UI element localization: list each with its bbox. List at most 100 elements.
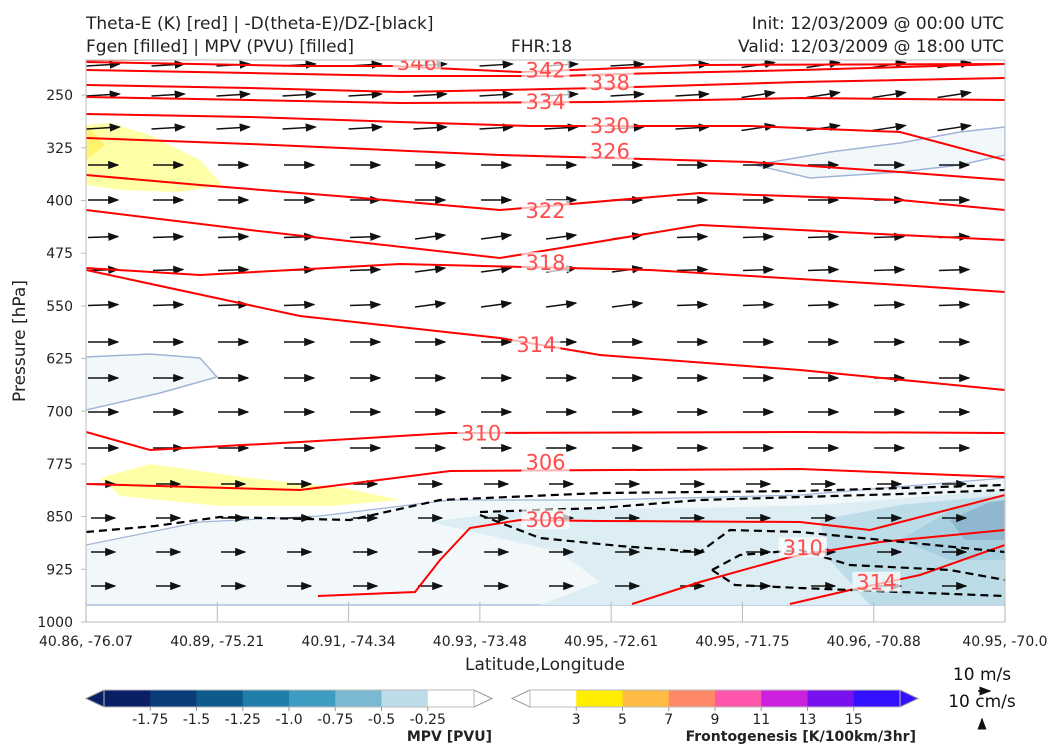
y-axis-label: Pressure [hPa] [10,280,30,402]
theta-e-label-bg [521,509,570,530]
colorbar-segment [761,690,808,707]
colorbar-extend-right [899,689,920,708]
wind-vector [217,232,250,242]
wind-vector [283,300,316,310]
colorbar-segment [530,690,577,707]
theta-e-label-bg [512,334,561,355]
wind-vector [675,123,710,132]
wind-vector [349,300,382,310]
x-tick-label: 40.89, -75.21 [170,634,264,650]
y-tick-label: 400 [46,194,73,210]
colorbar-segment [668,690,716,707]
colorbar-tick-label: -1.5 [183,712,210,728]
colorbar-segment [150,690,197,707]
axis-tick-layer: 250 325 400 475 550 625 700 775 850 925 1000 40.86,… [37,88,1047,650]
y-tick-label: 775 [46,457,73,473]
theta-e-label: 326 [590,139,630,163]
wind-vector-layer [86,60,972,591]
theta-e-label: 334 [525,90,565,114]
wind-vector [807,232,840,242]
wind-vector [414,232,447,241]
wind-vector [480,265,513,274]
wind-vector [610,90,645,99]
colorbar-extend-right [473,689,494,708]
x-tick-label: 40.93, -73.48 [433,634,527,650]
theta-e-label: 306 [525,508,565,532]
wind-vector [217,265,250,275]
wind-vector [480,232,513,241]
colorbar-segment [242,690,290,707]
theta-e-label: 318 [525,251,565,275]
theta-e-label-bg [457,422,506,443]
wind-vector [216,123,251,132]
theta-e-label: 314 [856,571,896,595]
theta-e-label-bg [778,537,827,558]
colorbar-segment [622,690,670,707]
colorbar-segment [104,690,151,707]
wind-vector [349,232,382,242]
fgen-fill-layer [86,123,400,506]
colorbar-segment [427,690,475,707]
theta-e-label: 330 [590,114,630,138]
wind-vector [545,300,578,309]
colorbar-tick-label: 5 [618,712,627,728]
colorbar-segment [381,690,429,707]
theta-e-label-bg [521,252,570,273]
wind-vector [413,90,448,99]
colorbar-segment [289,690,336,707]
svg-text:10 m/s: 10 m/s [953,665,1011,685]
wind-vector [938,265,971,275]
x-tick-label: 40.95, -71.75 [695,634,789,650]
wind-vector [480,300,513,309]
chart-title-line2: Fgen [filled] | MPV (PVU) [filled] [86,37,355,57]
wind-vector [479,90,514,99]
theta-e-label-bg [521,451,570,472]
colorbar-segment [335,690,382,707]
wind-vector [545,232,578,241]
x-tick-label: 40.95, -70.0 [962,634,1047,650]
y-tick-label: 475 [46,246,73,262]
forecast-hour-label: FHR:18 [511,37,573,57]
wind-vector [675,90,710,99]
mpv-colorbar: -1.75 -1.5 -1.25 -1.0 -0.75 -0.5 -0.25 [84,689,494,728]
colorbar-tick-label: 11 [752,712,770,728]
wind-vector [413,123,448,132]
wind-vector [414,265,447,274]
wind-vector [87,232,120,242]
wind-vector [676,265,709,275]
wind-vector [479,60,514,69]
wind-vector [86,90,121,99]
x-tick-label: 40.96, -70.88 [827,634,921,650]
theta-e-label-bg [392,60,441,72]
wind-vector [152,300,185,310]
theta-e-contour-layer [86,60,1005,605]
wind-vector [806,89,841,99]
stability-contour-layer [86,483,1005,598]
wind-vector [348,123,383,132]
x-axis-label: Latitude,Longitude [465,655,625,675]
wind-vector [742,300,775,310]
colorbar-segment [715,690,762,707]
y-tick-label: 550 [46,299,73,315]
theta-e-label-bg [585,115,634,136]
y-tick-label: 325 [46,141,73,157]
wind-vector [151,90,186,99]
mpv-colorbar-label: MPV [PVU] [407,729,492,745]
colorbar-tick-label: -0.75 [317,712,353,728]
y-tick-label: 850 [46,510,73,526]
colorbar-segment [853,690,901,707]
theta-e-label-bg [852,571,901,592]
colorbar-tick-label: -1.0 [275,712,302,728]
wind-reference-key: 10 m/s 10 cm/s [948,665,1016,730]
colorbar-extend-left [84,689,105,708]
y-tick-label: 925 [46,562,73,578]
wind-vector [676,232,709,242]
wind-vector [741,89,776,99]
theta-e-label: 306 [525,451,565,475]
wind-vector [544,123,579,132]
valid-time-label: Valid: 12/03/2009 @ 18:00 UTC [738,37,1004,57]
wind-vector [86,60,121,69]
y-tick-label: 250 [46,88,73,104]
